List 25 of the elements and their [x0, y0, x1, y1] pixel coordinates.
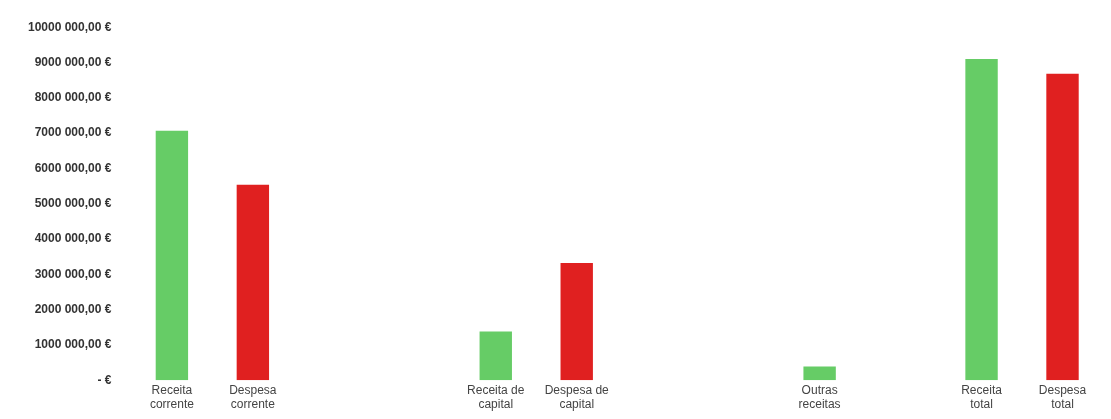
bar: [236, 184, 270, 381]
y-tick-label: 2000 000,00 €: [34, 301, 112, 316]
y-tick-label: - €: [97, 372, 112, 387]
x-tick-label: Despesa corrente: [229, 382, 277, 412]
y-tick-label: 6000 000,00 €: [34, 160, 112, 175]
bar: [155, 130, 189, 381]
x-tick-label: Despesa de capital: [544, 382, 610, 412]
x-tick-label: Outras receitas: [798, 382, 841, 412]
bar: [560, 263, 593, 381]
y-tick-label: 3000 000,00 €: [34, 266, 112, 281]
x-tick-label: Receita total: [961, 382, 1003, 412]
bar: [803, 366, 836, 381]
y-tick-label: 9000 000,00 €: [34, 54, 112, 69]
x-tick-label: Receita de capital: [467, 382, 525, 412]
y-tick-label: 7000 000,00 €: [34, 125, 112, 140]
y-tick-label: 4000 000,00 €: [34, 231, 112, 246]
y-tick-label: 5000 000,00 €: [34, 196, 112, 211]
x-tick-label: Receita corrente: [149, 382, 195, 412]
bar: [479, 331, 512, 381]
y-tick-label: 8000 000,00 €: [34, 90, 112, 105]
bar: [1046, 73, 1079, 381]
x-tick-label: Despesa total: [1038, 382, 1087, 412]
y-tick-label: 10000 000,00 €: [27, 19, 112, 34]
y-tick-label: 1000 000,00 €: [34, 337, 112, 352]
bar: [965, 58, 998, 381]
